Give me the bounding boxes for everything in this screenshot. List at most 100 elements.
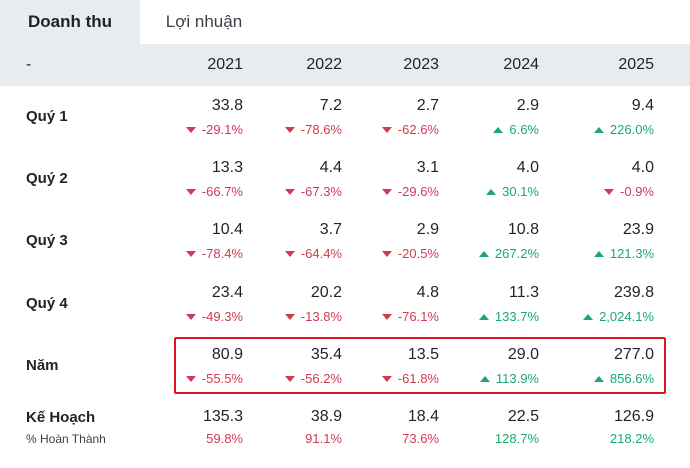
- tab-loi-nhuan[interactable]: Lợi nhuận: [165, 12, 243, 31]
- plan-value: 22.5: [507, 408, 539, 425]
- change-text: 113.9%: [495, 371, 539, 386]
- cell-change: -62.6%: [324, 122, 439, 137]
- cell-change: 856.6%: [539, 371, 654, 386]
- arrow-up-icon: [593, 375, 604, 382]
- plan-value: 38.9: [310, 408, 342, 425]
- cell-change: 113.9%: [424, 371, 539, 386]
- cell-change: 121.3%: [539, 246, 654, 261]
- arrow-down-icon: [185, 375, 196, 382]
- cell-change: -55.5%: [128, 371, 243, 386]
- arrow-up-icon: [478, 313, 489, 320]
- arrow-down-icon: [381, 375, 392, 382]
- cell-change: -20.5%: [324, 246, 439, 261]
- cell-change: 2,024.1%: [539, 309, 654, 324]
- change-text: 6.6%: [509, 122, 539, 137]
- arrow-down-icon: [604, 188, 615, 195]
- plan-value: 135.3: [202, 408, 243, 425]
- cell-change: -76.1%: [324, 309, 439, 324]
- cell-value: 4.4: [319, 159, 342, 176]
- change-text: -78.6%: [300, 122, 342, 137]
- cell-change: 133.7%: [424, 309, 539, 324]
- change-text: -20.5%: [397, 246, 439, 261]
- plan-value: 126.9: [613, 408, 654, 425]
- tab-bar: Doanh thu Lợi nhuận: [0, 0, 690, 44]
- row-label: Quý 3: [26, 232, 68, 249]
- cell-value: 3.1: [416, 159, 439, 176]
- cell-value: 33.8: [211, 97, 243, 114]
- table-header: - 2021 2022 2023 2024 2025: [0, 44, 690, 86]
- cell-value: 29.0: [507, 346, 539, 363]
- completion-value: 128.7%: [494, 431, 539, 446]
- cell-value: 7.2: [319, 97, 342, 114]
- completion-value: 59.8%: [206, 431, 243, 446]
- cell-value: 10.4: [211, 221, 243, 238]
- completion-value: 91.1%: [305, 431, 342, 446]
- cell-value: 2.9: [416, 221, 439, 238]
- header-year-2025: 2025: [618, 56, 654, 73]
- change-text: 226.0%: [609, 122, 654, 137]
- cell-change: -0.9%: [539, 184, 654, 199]
- cell-value: 35.4: [310, 346, 342, 363]
- header-year-2024: 2024: [503, 56, 539, 73]
- row-label: Quý 4: [26, 295, 68, 312]
- header-first-cell: -: [26, 56, 32, 73]
- change-text: -0.9%: [620, 184, 654, 199]
- arrow-down-icon: [284, 126, 295, 133]
- tab-doanh-thu[interactable]: Doanh thu: [0, 0, 140, 44]
- arrow-up-icon: [593, 126, 604, 133]
- cell-change: 30.1%: [424, 184, 539, 199]
- change-text: -64.4%: [300, 246, 342, 261]
- cell-change: -29.6%: [324, 184, 439, 199]
- change-text: 856.6%: [609, 371, 654, 386]
- cell-value: 13.3: [211, 159, 243, 176]
- cell-value: 13.5: [407, 346, 439, 363]
- arrow-down-icon: [381, 313, 392, 320]
- cell-value: 20.2: [310, 284, 342, 301]
- cell-value: 23.4: [211, 284, 243, 301]
- header-year-2023: 2023: [403, 56, 439, 73]
- change-text: -67.3%: [300, 184, 342, 199]
- cell-change: -49.3%: [128, 309, 243, 324]
- cell-change: -13.8%: [227, 309, 342, 324]
- cell-change: -29.1%: [128, 122, 243, 137]
- cell-value: 2.7: [416, 97, 439, 114]
- cell-change: -78.6%: [227, 122, 342, 137]
- cell-value: 80.9: [211, 346, 243, 363]
- arrow-down-icon: [185, 126, 196, 133]
- row-label: Năm: [26, 357, 59, 374]
- cell-value: 10.8: [507, 221, 539, 238]
- cell-change: 267.2%: [424, 246, 539, 261]
- row-label: Quý 2: [26, 170, 68, 187]
- change-text: -62.6%: [397, 122, 439, 137]
- change-text: -61.8%: [397, 371, 439, 386]
- change-text: -29.6%: [397, 184, 439, 199]
- cell-value: 4.0: [631, 159, 654, 176]
- change-text: -55.5%: [201, 371, 243, 386]
- change-text: -56.2%: [300, 371, 342, 386]
- cell-change: -66.7%: [128, 184, 243, 199]
- cell-change: 6.6%: [424, 122, 539, 137]
- cell-value: 9.4: [631, 97, 654, 114]
- row-label: Quý 1: [26, 108, 68, 125]
- arrow-down-icon: [381, 250, 392, 257]
- change-text: 121.3%: [609, 246, 654, 261]
- header-year-2021: 2021: [207, 56, 243, 73]
- change-text: 2,024.1%: [599, 309, 654, 324]
- plan-value: 18.4: [407, 408, 439, 425]
- cell-value: 2.9: [516, 97, 539, 114]
- arrow-up-icon: [493, 126, 504, 133]
- change-text: -29.1%: [201, 122, 243, 137]
- year-row-highlight: [174, 337, 666, 394]
- arrow-up-icon: [593, 250, 604, 257]
- cell-change: -78.4%: [128, 246, 243, 261]
- cell-value: 239.8: [613, 284, 654, 301]
- arrow-up-icon: [583, 313, 594, 320]
- cell-change: -61.8%: [324, 371, 439, 386]
- arrow-down-icon: [284, 313, 295, 320]
- cell-value: 4.0: [516, 159, 539, 176]
- change-text: -78.4%: [201, 246, 243, 261]
- arrow-down-icon: [284, 250, 295, 257]
- change-text: -49.3%: [201, 309, 243, 324]
- change-text: -76.1%: [397, 309, 439, 324]
- arrow-up-icon: [478, 250, 489, 257]
